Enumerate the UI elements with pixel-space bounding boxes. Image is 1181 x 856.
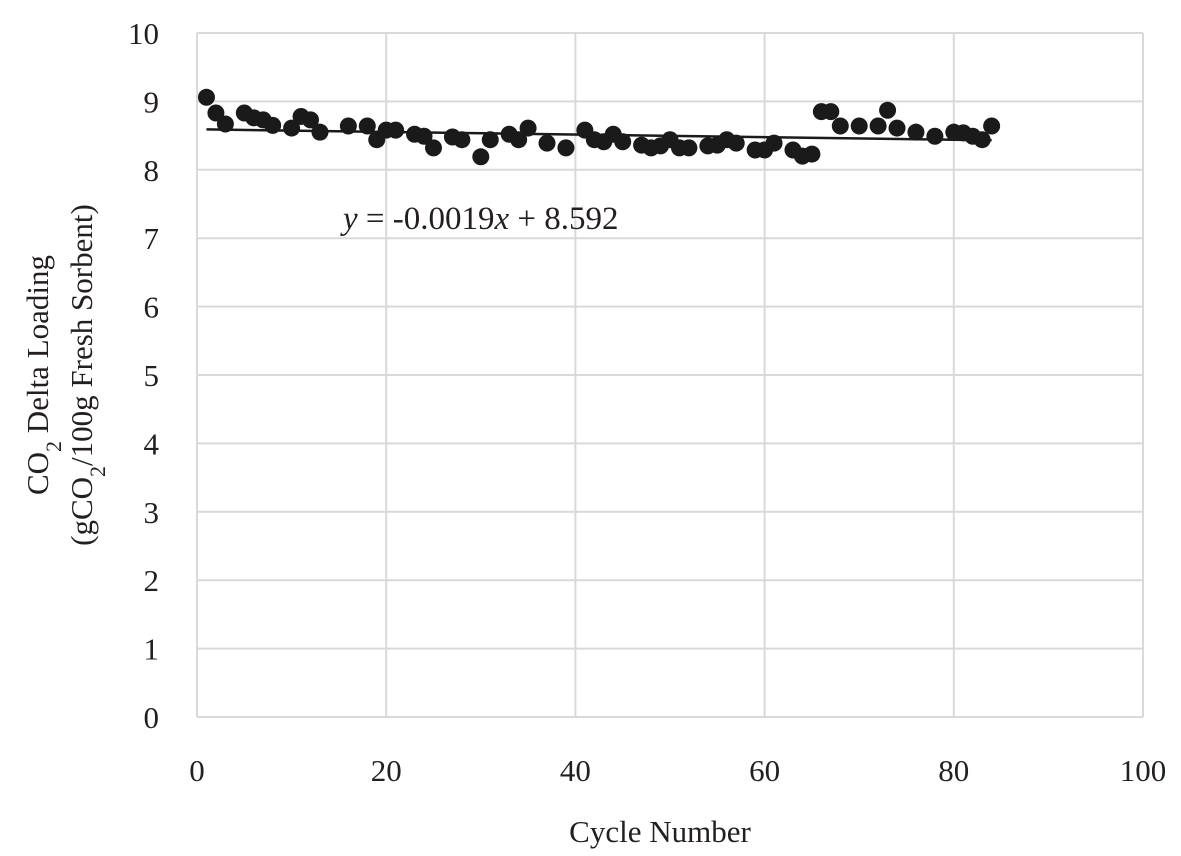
x-tick-label: 0 [189,753,205,788]
data-point [803,145,821,163]
data-point [983,117,1001,135]
y-tick-label: 5 [144,358,160,393]
data-point [216,115,234,133]
x-tick-label: 20 [371,753,402,788]
y-axis-title-part: (gCO [64,477,99,546]
y-tick-label: 0 [144,700,160,735]
data-point [879,101,897,119]
y-axis-title-part: 2 [41,441,66,452]
y-tick-label: 6 [144,290,160,325]
y-axis-title-part: 2 [85,466,110,477]
y-axis-title-part: /100g Fresh Sorbent) [64,204,99,466]
x-tick-label: 100 [1120,753,1167,788]
y-tick-label: 10 [128,16,159,51]
data-point [472,148,490,166]
x-tick-label: 80 [938,753,969,788]
y-axis-title-line: CO2 Delta Loading [20,255,66,495]
data-point [907,123,925,141]
trendline [206,128,992,142]
y-axis-title-part: CO [20,452,55,495]
y-tick-label: 9 [144,84,160,119]
x-tick-label: 60 [749,753,780,788]
data-point [614,133,632,151]
data-point [869,117,887,135]
y-tick-label: 1 [144,632,160,667]
x-axis-title: Cycle Number [569,814,751,849]
data-point [831,117,849,135]
y-tick-label: 7 [144,221,160,256]
y-axis-title-part: Delta Loading [20,255,55,441]
data-point [850,117,868,135]
x-tick-label: 40 [560,753,591,788]
trendline-equation: y = -0.0019x + 8.592 [340,201,619,237]
data-point [453,131,471,149]
y-tick-label: 8 [144,153,160,188]
data-point [387,121,405,139]
data-point [302,111,320,129]
data-point [765,134,783,152]
data-point [519,119,537,137]
data-point [358,117,376,135]
data-point [197,88,215,106]
y-tick-label: 2 [144,563,160,598]
y-tick-label: 3 [144,495,160,530]
data-point [727,134,745,152]
y-axis-title-line: (gCO2/100g Fresh Sorbent) [64,204,110,546]
data-point [425,139,442,157]
data-point [481,131,499,149]
data-point [926,127,944,145]
data-point [510,131,528,149]
data-point [680,139,698,157]
equation-part: + 8.592 [509,201,618,237]
data-point [822,103,840,121]
equation-part: = -0.0019 [358,201,495,237]
y-axis-title: CO2 Delta Loading(gCO2/100g Fresh Sorben… [20,204,110,546]
data-point [538,134,556,152]
data-point [888,119,906,137]
data-point [557,139,575,157]
y-tick-label: 4 [144,426,160,461]
equation-part: y [340,201,358,237]
equation-part: x [494,201,510,237]
data-point [283,119,301,137]
